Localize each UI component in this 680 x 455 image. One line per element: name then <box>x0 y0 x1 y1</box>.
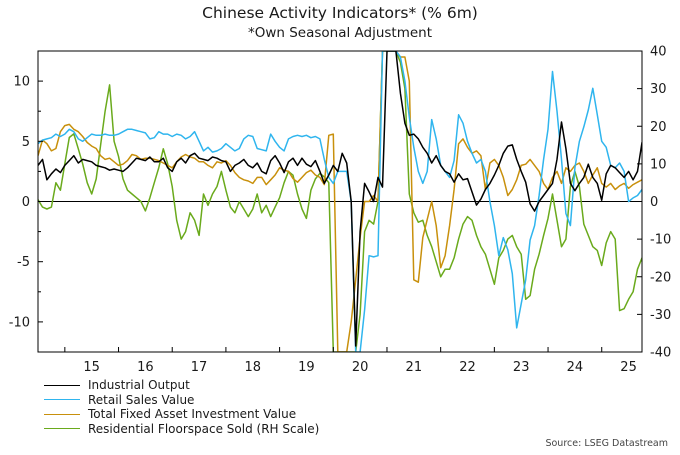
x-tick-label: 15 <box>83 360 100 375</box>
right-tick-label: 10 <box>650 157 667 172</box>
left-tick-label: -5 <box>17 255 30 270</box>
right-tick-label: -20 <box>650 270 671 285</box>
x-tick-label: 22 <box>459 360 476 375</box>
legend-swatch-retail-sales <box>44 399 80 401</box>
right-tick-label: -40 <box>650 346 671 361</box>
chart-title: Chinese Activity Indicators* (% 6m) <box>202 4 478 22</box>
x-tick-label: 19 <box>298 360 315 375</box>
legend-swatch-residential-floorspace <box>44 428 80 430</box>
source-note: Source: LSEG Datastream <box>545 438 668 449</box>
right-tick-label: 30 <box>650 82 667 97</box>
left-tick-label: 10 <box>13 75 30 90</box>
left-tick-label: 5 <box>22 135 30 150</box>
x-tick-label: 20 <box>352 360 369 375</box>
left-tick-label: -10 <box>9 315 30 330</box>
right-tick-label: 0 <box>650 195 658 210</box>
left-tick-label: 0 <box>22 195 30 210</box>
x-tick-label: 23 <box>513 360 530 375</box>
legend-label-fixed-asset-investment: Total Fixed Asset Investment Value <box>88 407 297 422</box>
x-tick-label: 24 <box>567 360 584 375</box>
x-tick-label: 25 <box>620 360 637 375</box>
legend-label-retail-sales: Retail Sales Value <box>88 392 195 407</box>
legend-entry-retail-sales: Retail Sales Value <box>44 393 319 408</box>
legend-entry-residential-floorspace: Residential Floorspace Sold (RH Scale) <box>44 422 319 437</box>
right-tick-label: -30 <box>650 308 671 323</box>
legend-label-industrial-output: Industrial Output <box>88 378 190 393</box>
legend-entry-industrial-output: Industrial Output <box>44 378 319 393</box>
chart-subtitle: *Own Seasonal Adjustment <box>247 25 433 41</box>
right-tick-label: 40 <box>650 45 667 60</box>
legend-label-residential-floorspace: Residential Floorspace Sold (RH Scale) <box>88 421 320 436</box>
legend-swatch-fixed-asset-investment <box>44 413 80 415</box>
series-line-industrial-output <box>38 51 642 347</box>
x-tick-label: 17 <box>191 360 208 375</box>
legend-entry-fixed-asset-investment: Total Fixed Asset Investment Value <box>44 407 319 422</box>
x-tick-label: 16 <box>137 360 154 375</box>
x-tick-label: 18 <box>244 360 261 375</box>
chart-legend: Industrial Output Retail Sales Value Tot… <box>44 378 319 436</box>
legend-swatch-industrial-output <box>44 384 80 386</box>
right-tick-label: 20 <box>650 120 667 135</box>
right-tick-label: -10 <box>650 233 671 248</box>
x-tick-label: 21 <box>406 360 423 375</box>
series-line-retail-sales-value <box>38 51 642 352</box>
